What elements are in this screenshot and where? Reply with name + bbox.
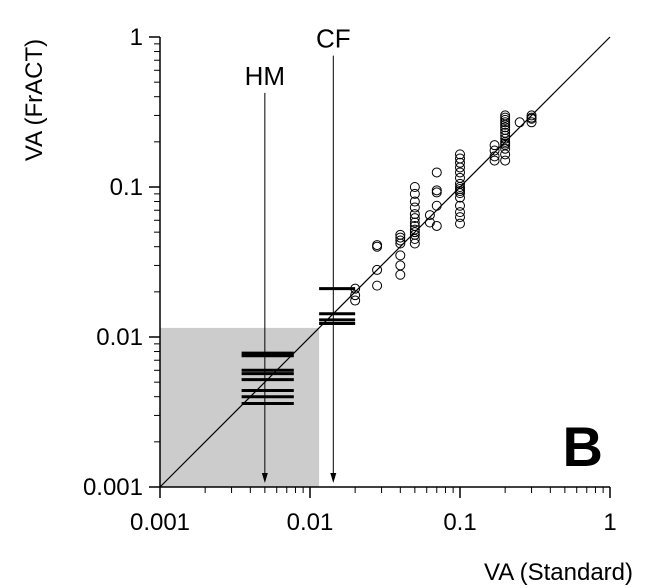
y-axis-title: VA (FrACT) (21, 39, 48, 161)
y-tick-label: 0.001 (83, 474, 143, 501)
x-tick-label: 0.1 (443, 509, 476, 536)
x-tick-label: 1 (603, 509, 616, 536)
y-tick-label: 0.01 (96, 324, 143, 351)
panel-letter: B (563, 415, 603, 478)
hm-label: HM (245, 61, 285, 91)
cf-label: CF (316, 24, 351, 54)
x-axis-title: VA (Standard) (484, 559, 633, 586)
x-tick-label: 0.01 (287, 509, 334, 536)
y-tick-label: 1 (130, 24, 143, 51)
x-tick-label: 0.001 (130, 509, 190, 536)
y-tick-label: 0.1 (110, 174, 143, 201)
